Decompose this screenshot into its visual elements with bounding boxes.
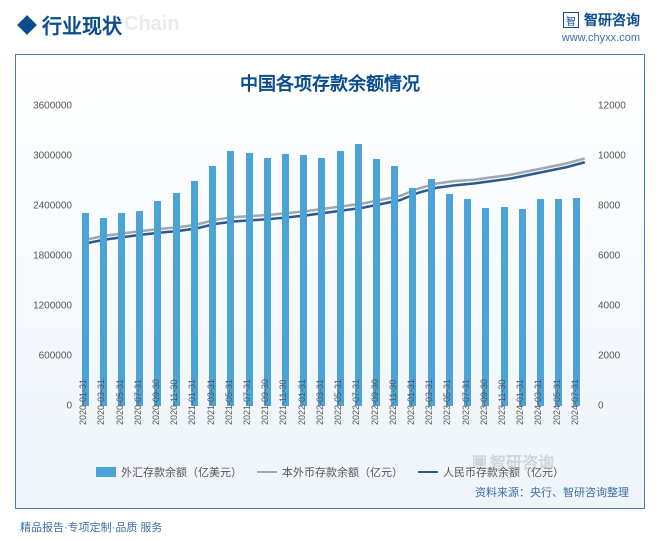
brand-name: 智研咨询 <box>584 10 640 30</box>
y-axis-right: 020004000600080001000012000 <box>596 106 634 406</box>
x-tick-label: 2021-01-31 <box>187 379 197 425</box>
x-tick-label: 2023-03-31 <box>424 379 434 425</box>
bar <box>318 158 325 406</box>
x-tick-label: 2020-01-31 <box>78 379 88 425</box>
y-tick-right: 4000 <box>598 301 634 312</box>
x-tick-label: 2020-03-31 <box>96 379 106 425</box>
x-tick-label: 2020-11-30 <box>169 380 179 425</box>
header-left: 行业现状 Chain <box>20 10 180 39</box>
x-tick-label: 2021-05-31 <box>224 379 234 425</box>
x-tick-label: 2021-09-30 <box>260 379 270 425</box>
bar <box>282 154 289 406</box>
x-tick-label: 2020-09-30 <box>151 379 161 425</box>
x-tick-label: 2021-11-30 <box>278 380 288 425</box>
x-tick-label: 2024-01-31 <box>515 379 525 425</box>
x-tick-label: 2022-11-30 <box>388 380 398 425</box>
x-tick-label: 2022-05-31 <box>333 379 343 425</box>
diamond-icon <box>17 15 37 35</box>
watermark-icon: ▣ <box>472 451 487 471</box>
x-tick-label: 2023-11-30 <box>497 380 507 425</box>
page-title: 行业现状 <box>42 10 122 39</box>
x-tick-label: 2020-07-31 <box>133 379 143 425</box>
brand-row: 智 智研咨询 <box>562 10 640 30</box>
x-tick-label: 2023-07-31 <box>461 379 471 425</box>
ghost-text: Chain <box>124 13 180 36</box>
watermark-text: 智研咨询 <box>490 449 554 473</box>
x-tick-label: 2020-05-31 <box>115 379 125 425</box>
header-right: 智 智研咨询 www.chyxx.com <box>562 10 640 44</box>
bar <box>373 159 380 406</box>
chart-title: 中国各项存款余额情况 <box>26 70 634 96</box>
y-tick-left: 600000 <box>26 351 72 362</box>
x-tick-label: 2022-03-31 <box>315 379 325 425</box>
y-tick-right: 2000 <box>598 351 634 362</box>
bar <box>337 151 344 406</box>
y-tick-right: 12000 <box>598 101 634 112</box>
legend-item: 本外币存款余额（亿元） <box>257 464 403 480</box>
x-tick-label: 2021-07-31 <box>242 379 252 425</box>
legend-swatch-bar <box>96 467 116 477</box>
x-tick-label: 2023-09-30 <box>479 379 489 425</box>
y-tick-right: 10000 <box>598 151 634 162</box>
bar <box>246 153 253 406</box>
y-tick-right: 6000 <box>598 251 634 262</box>
x-tick-label: 2024-03-31 <box>533 379 543 425</box>
x-tick-label: 2022-07-31 <box>351 379 361 425</box>
watermark: ▣ 智研咨询 <box>472 449 554 473</box>
legend-swatch-line <box>257 471 277 473</box>
x-tick-label: 2024-05-31 <box>552 379 562 425</box>
plot <box>76 106 594 406</box>
y-tick-left: 1800000 <box>26 251 72 262</box>
brand-url: www.chyxx.com <box>562 32 640 44</box>
x-tick-label: 2022-01-31 <box>297 379 307 425</box>
footer-text: 精品报告·专项定制·品质 服务 <box>20 519 162 535</box>
x-tick-label: 2022-09-30 <box>370 379 380 425</box>
chart-plot-area: 0600000120000018000002400000300000036000… <box>76 106 594 406</box>
x-tick-label: 2021-03-31 <box>206 379 216 425</box>
legend-label: 外汇存款余额（亿美元） <box>121 464 242 480</box>
legend-swatch-line <box>418 471 438 473</box>
y-tick-right: 8000 <box>598 201 634 212</box>
brand-logo-icon: 智 <box>563 12 579 28</box>
data-source: 资料来源：央行、智研咨询整理 <box>475 484 629 500</box>
bar <box>355 144 362 406</box>
bar <box>300 155 307 406</box>
chart-container: 中国各项存款余额情况 06000001200000180000024000003… <box>15 54 645 509</box>
legend-item: 外汇存款余额（亿美元） <box>96 464 242 480</box>
bar <box>227 151 234 406</box>
y-tick-left: 1200000 <box>26 301 72 312</box>
x-tick-label: 2024-07-31 <box>570 379 580 425</box>
x-axis: 2020-01-31 2020-03-31 2020-05-31 2020-07-31… <box>66 370 604 450</box>
legend-label: 本外币存款余额（亿元） <box>282 464 403 480</box>
y-axis-left: 0600000120000018000002400000300000036000… <box>26 106 74 406</box>
y-tick-left: 2400000 <box>26 201 72 212</box>
y-tick-left: 3600000 <box>26 101 72 112</box>
bar <box>264 158 271 406</box>
x-tick-label: 2023-01-31 <box>406 379 416 425</box>
x-tick-label: 2023-05-31 <box>442 379 452 425</box>
header: 行业现状 Chain 智 智研咨询 www.chyxx.com <box>0 0 660 49</box>
y-tick-left: 3000000 <box>26 151 72 162</box>
